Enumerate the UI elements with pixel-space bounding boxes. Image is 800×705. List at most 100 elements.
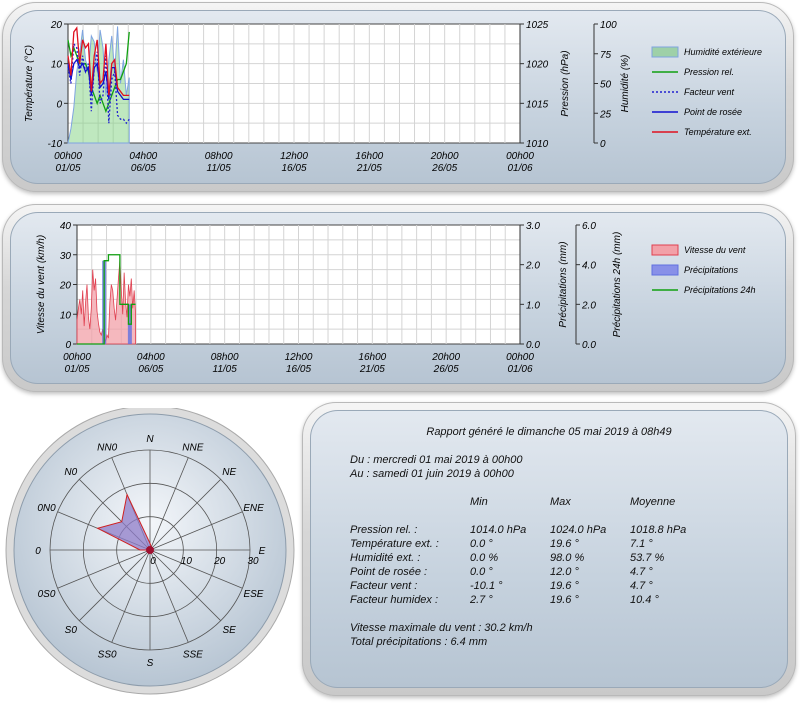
legend-swatch — [651, 264, 679, 276]
x-tick-date: 16/05 — [286, 364, 311, 375]
report: Rapport généré le dimanche 05 mai 2019 à… — [302, 402, 796, 696]
report-row-min: -10.1 ° — [470, 580, 503, 592]
x-tick-label: 16h00 — [355, 151, 383, 162]
rose-spoke — [57, 549, 151, 589]
x-tick-date: 06/05 — [138, 364, 163, 375]
temperature-axis-tick-label: 20 — [50, 20, 63, 31]
x-tick-label: 00h00 — [506, 151, 534, 162]
wind-chart: 00h0001/0504h0006/0508h0011/0512h0016/05… — [36, 221, 756, 375]
rose-center — [146, 546, 154, 554]
rain-axis-label: Précipitations (mm) — [558, 241, 569, 327]
report-row-min: 0.0 ° — [470, 538, 493, 550]
pressure-axis-tick-label: 1020 — [526, 60, 549, 71]
pressure-axis-tick-label: 1015 — [526, 99, 549, 110]
humidity-axis-tick-label: 0 — [600, 139, 606, 150]
x-tick-date: 16/05 — [281, 163, 306, 174]
wind-chart-panel: 00h00 01/05 04h00 06/05 08h00 11/05 12h00 16/05… — [2, 204, 794, 392]
report-row-max: 98.0 % — [550, 552, 585, 564]
x-tick-label: 04h00 — [129, 151, 157, 162]
report-row-avg: 10.4 ° — [630, 594, 659, 606]
x-tick-label: 08h00 — [211, 352, 239, 363]
temperature-chart-panel: 00h00 01/05 04h00 06/05 08h00 11/05 12h00 16/05… — [2, 2, 794, 192]
rose-direction-label: SS0 — [98, 649, 117, 660]
rain24-axis-tick-label: 2.0 — [581, 300, 596, 311]
rose-direction-label: SSE — [183, 649, 203, 660]
x-tick-label: 20h00 — [430, 151, 459, 162]
humidity-axis-tick-label: 100 — [600, 20, 617, 31]
humidity-axis-tick-label: 75 — [600, 50, 612, 61]
wind-rose-chart: N NNE NE ENE E ESE SE SSE S SS0 S0 0S0 0 0N0 N0 NN0 0 10 2… — [5, 405, 295, 695]
x-tick-date: 21/05 — [356, 163, 382, 174]
x-tick-label: 04h00 — [137, 352, 165, 363]
wind-axis-tick-label: 30 — [60, 251, 72, 262]
x-tick-date: 21/05 — [359, 364, 385, 375]
temperature-axis-tick-label: 0 — [56, 99, 62, 110]
report-total-rain: Total précipitations : 6.4 mm — [350, 636, 488, 648]
x-tick-label: 16h00 — [358, 352, 386, 363]
rose-direction-label: NE — [222, 467, 236, 478]
report-header-min: Min — [470, 496, 488, 508]
wind-axis-label: Vitesse du vent (km/h) — [36, 235, 47, 334]
report-row-max: 12.0 ° — [550, 566, 579, 578]
report-row-max: 19.6 ° — [550, 594, 579, 606]
x-tick-label: 00h00 — [506, 352, 534, 363]
humidity-axis-label: Humidité (%) — [620, 55, 631, 113]
legend-label: Température ext. — [684, 127, 752, 137]
x-tick-label: 00h00 — [54, 151, 82, 162]
rain-axis-tick-label: 0.0 — [526, 340, 540, 351]
pressure-axis-label: Pression (hPa) — [560, 50, 571, 116]
rose-direction-label: N0 — [64, 467, 77, 478]
rose-radial-label: 20 — [213, 556, 226, 567]
report-row-avg: 4.7 ° — [630, 566, 653, 578]
legend-label: Vitesse du vent — [684, 245, 746, 255]
x-tick-date: 11/05 — [207, 163, 232, 174]
report-row-avg: 1018.8 hPa — [630, 524, 687, 536]
rose-spoke — [149, 549, 189, 643]
pressure-axis-tick-label: 1025 — [526, 20, 549, 31]
rose-direction-label: 0N0 — [37, 503, 56, 514]
series-dew-point — [67, 58, 130, 101]
rose-direction-label: S — [147, 658, 154, 669]
legend-label: Humidité extérieure — [684, 47, 762, 57]
report-to: Au : samedi 01 juin 2019 à 00h00 — [350, 468, 514, 480]
rose-spoke — [149, 511, 243, 551]
rose-spoke — [149, 549, 243, 589]
report-row-avg: 7.1 ° — [630, 538, 653, 550]
wind-axis-tick-label: 0 — [65, 340, 71, 351]
report-title: Rapport généré le dimanche 05 mai 2019 à… — [426, 426, 672, 438]
legend-swatch — [651, 46, 679, 58]
report-panel: Rapport généré le dimanche 05 mai 2019 à… — [302, 402, 796, 696]
report-row-label: Température ext. : — [350, 538, 439, 550]
report-row-avg: 4.7 ° — [630, 580, 653, 592]
rain-axis-tick-label: 1.0 — [526, 300, 540, 311]
rain24-axis-tick-label: 4.0 — [582, 261, 596, 272]
rose-direction-label: ENE — [243, 503, 264, 514]
legend-label: Facteur vent — [684, 87, 735, 97]
report-row-label: Pression rel. : — [350, 524, 418, 536]
rose-radial-label: 0 — [150, 556, 156, 567]
rain-axis-tick-label: 3.0 — [526, 221, 540, 232]
x-tick-date: 01/06 — [507, 364, 532, 375]
rose-radial-label: 30 — [247, 556, 259, 567]
x-tick-date: 06/05 — [131, 163, 156, 174]
rose-direction-label: SE — [223, 625, 237, 636]
rose-direction-label: 0 — [35, 546, 41, 557]
rose-spoke — [149, 549, 221, 621]
series-rain-24h — [77, 254, 136, 345]
rain24-axis-tick-label: 6.0 — [582, 221, 596, 232]
pressure-axis-tick-label: 1010 — [526, 139, 549, 150]
rose-spoke — [79, 549, 151, 621]
wind-axis-tick-label: 20 — [59, 281, 72, 292]
legend-label: Précipitations 24h — [684, 285, 756, 295]
x-tick-date: 01/05 — [55, 163, 80, 174]
rose-spoke — [111, 549, 151, 643]
humidity-axis-tick-label: 50 — [600, 80, 612, 91]
report-row-max: 19.6 ° — [550, 538, 579, 550]
legend-label: Pression rel. — [684, 67, 734, 77]
series-temperature — [67, 26, 130, 97]
report-max-wind: Vitesse maximale du vent : 30.2 km/h — [350, 622, 533, 634]
x-tick-date: 26/05 — [433, 364, 459, 375]
rain24-axis-tick-label: 0.0 — [582, 340, 596, 351]
report-row-label: Point de rosée : — [350, 566, 428, 578]
legend-swatch — [651, 244, 679, 256]
